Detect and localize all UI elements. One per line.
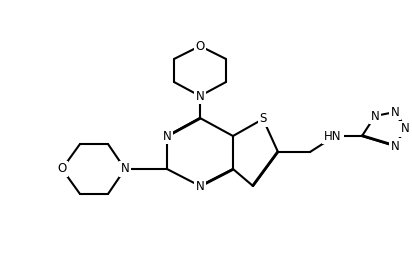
Text: N: N [163, 130, 171, 142]
Text: O: O [57, 162, 67, 176]
Text: N: N [391, 105, 399, 118]
Text: N: N [391, 139, 399, 153]
Text: O: O [195, 39, 205, 53]
Text: HN: HN [324, 130, 342, 142]
Text: N: N [400, 122, 410, 136]
Text: S: S [259, 113, 267, 125]
Text: N: N [196, 90, 204, 102]
Text: N: N [121, 162, 129, 176]
Text: N: N [196, 179, 204, 193]
Text: N: N [371, 110, 379, 122]
